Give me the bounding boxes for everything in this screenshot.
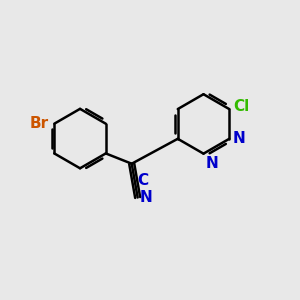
Text: N: N: [140, 190, 153, 205]
Text: C: C: [137, 173, 148, 188]
Text: N: N: [205, 156, 218, 171]
Text: Br: Br: [30, 116, 49, 131]
Text: N: N: [233, 131, 246, 146]
Text: Cl: Cl: [233, 99, 249, 114]
